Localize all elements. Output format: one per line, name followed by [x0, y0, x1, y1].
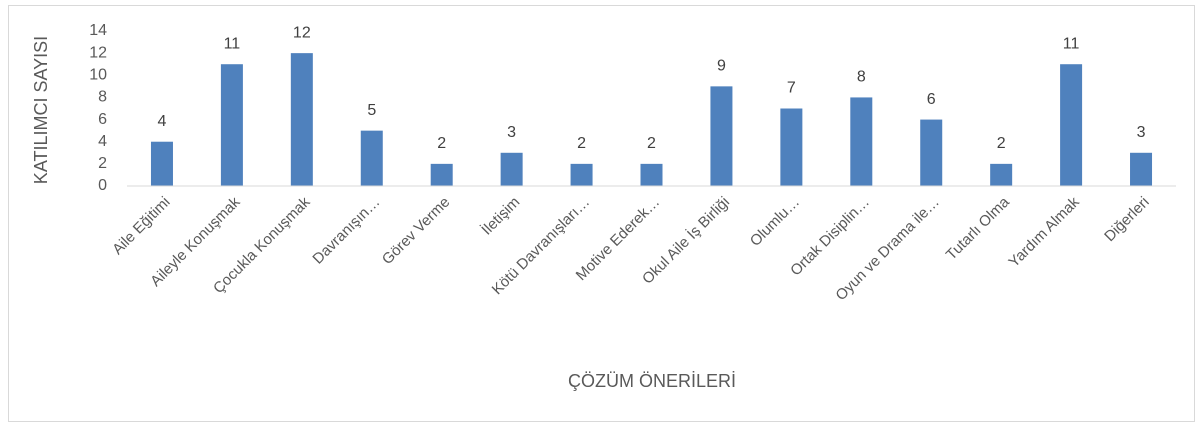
- value-label: 5: [367, 102, 376, 119]
- bar: [850, 97, 873, 186]
- y-tick-label: 8: [98, 89, 107, 106]
- bar: [990, 163, 1013, 186]
- bar: [920, 119, 943, 186]
- y-tick-label: 2: [98, 155, 107, 172]
- y-tick-label: 12: [89, 44, 107, 61]
- value-label: 11: [1063, 35, 1080, 52]
- value-label: 2: [437, 135, 446, 152]
- value-label: 8: [857, 69, 866, 86]
- value-label: 2: [577, 135, 586, 152]
- bar: [430, 163, 453, 186]
- value-label: 6: [927, 91, 936, 108]
- bar: [1130, 152, 1153, 186]
- y-axis-title: KATILIMCI SAYISI: [31, 36, 51, 184]
- y-tick-label: 0: [98, 177, 107, 194]
- value-label: 4: [158, 113, 167, 130]
- y-tick-label: 6: [98, 111, 107, 128]
- bar: [290, 53, 313, 187]
- value-label: 3: [1137, 124, 1146, 141]
- value-label: 7: [787, 80, 796, 97]
- value-label: 2: [997, 135, 1006, 152]
- bar: [780, 108, 803, 186]
- value-label: 9: [717, 58, 726, 75]
- y-tick-label: 4: [98, 133, 107, 150]
- bar: [570, 163, 593, 186]
- bar: [220, 64, 243, 186]
- value-label: 3: [507, 124, 516, 141]
- bar: [150, 141, 173, 186]
- value-label: 12: [293, 24, 311, 41]
- x-axis-title: ÇÖZÜM ÖNERİLERİ: [568, 371, 736, 391]
- bar: [640, 163, 663, 186]
- y-tick-label: 10: [89, 67, 107, 84]
- bar: [710, 86, 733, 186]
- bar: [360, 130, 383, 186]
- value-label: 2: [647, 135, 656, 152]
- bar: [500, 152, 523, 186]
- value-label: 11: [224, 35, 241, 52]
- bar: [1060, 64, 1083, 186]
- y-tick-label: 14: [89, 22, 107, 39]
- chart-frame: [8, 5, 1195, 422]
